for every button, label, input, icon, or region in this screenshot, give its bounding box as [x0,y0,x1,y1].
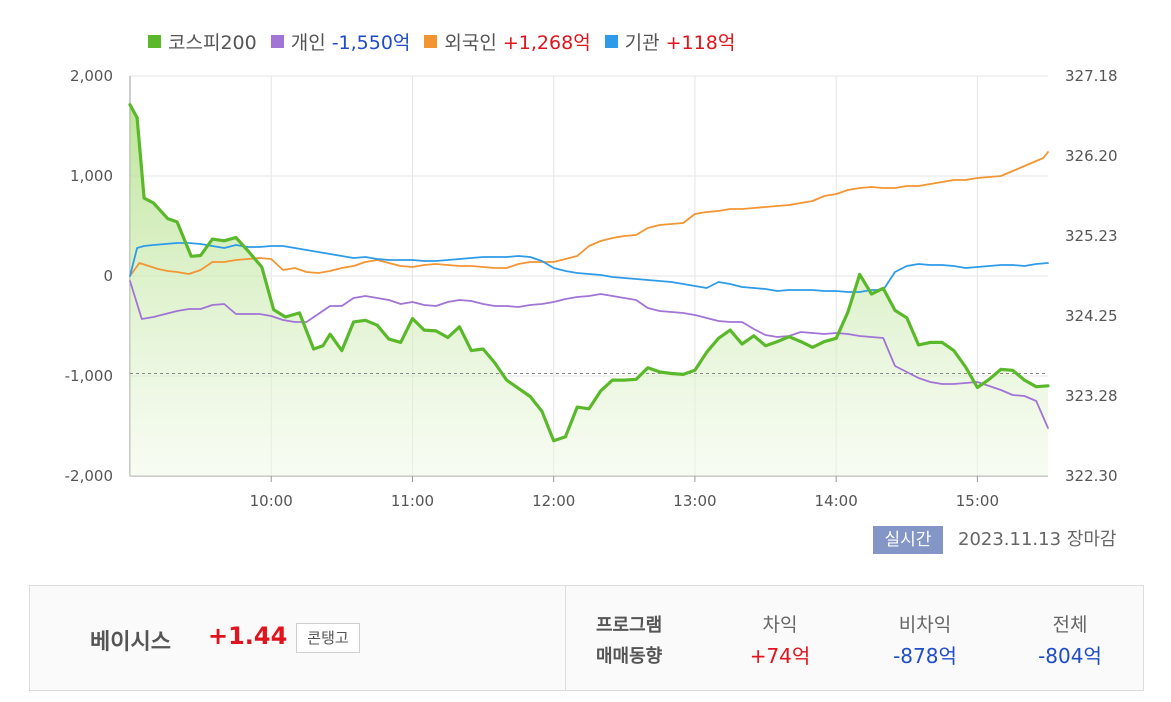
kospi200-area [130,104,1048,476]
legend-value: -1,550억 [331,31,411,54]
stat-value: -804억 [1038,644,1102,668]
legend-item[interactable]: 기관 +118억 [604,28,736,55]
x-tick-label: 13:00 [673,492,716,510]
legend-value: +118억 [665,31,736,54]
panel-divider [565,586,566,690]
x-tick-label: 15:00 [956,492,999,510]
right-tick-label: 323.28 [1065,387,1118,405]
basis-label: 베이시스 [90,630,171,655]
market-state: 장마감 [1066,529,1117,550]
x-tick-label: 14:00 [815,492,858,510]
left-tick-label: -1,000 [65,367,113,385]
right-tick-label: 326.20 [1065,147,1118,165]
legend-swatch [270,34,284,48]
legend-name: 기관 [624,31,660,54]
x-tick-label: 11:00 [391,492,434,510]
summary-panel: 베이시스 +1.44 콘탱고 프로그램 매매동향 차익 +74억 비차익 -87… [29,585,1144,691]
legend-name: 코스피200 [168,31,257,54]
right-tick-label: 324.25 [1065,307,1118,325]
left-tick-label: -2,000 [65,467,113,485]
stat-value: -878억 [893,644,957,668]
legend-swatch [148,34,161,48]
realtime-badge[interactable]: 실시간 [873,526,943,554]
stat-arbitrage: 차익 +74억 [710,610,850,672]
legend-swatch [424,34,438,48]
left-tick-label: 0 [103,267,113,285]
investor-flow-chart: 2,000 1,000 0 -1,000 -2,000 327.18 326.20 325.… [65,67,1118,510]
stat-label: 비차익 [898,614,952,636]
legend-item[interactable]: 외국인 +1,268억 [424,28,591,55]
left-axis: 2,000 1,000 0 -1,000 -2,000 [65,67,113,485]
series-layer [128,103,1050,476]
right-tick-label: 325.23 [1065,227,1118,245]
legend-name: 외국인 [444,31,497,54]
institution-line [129,242,1049,293]
legend-value: +1,268억 [502,31,591,54]
stat-label: 전체 [1052,614,1088,636]
x-tick-label: 10:00 [250,492,293,510]
market-date: 2023.11.13 [958,529,1062,550]
legend-item[interactable]: 코스피200 [148,28,257,55]
individual-line [129,280,1049,429]
left-tick-label: 1,000 [70,167,113,185]
right-tick-label: 327.18 [1065,67,1118,85]
stat-non-arbitrage: 비차익 -878억 [855,610,995,672]
foreign-line [129,151,1049,277]
left-tick-label: 2,000 [70,67,113,85]
program-label-line2: 매매동향 [596,646,663,667]
legend-swatch [604,34,618,48]
program-label-line1: 프로그램 [596,615,663,636]
program-trading-label: 프로그램 매매동향 [596,610,678,672]
basis-value: +1.44 [208,622,288,650]
chart-legend: 코스피200 개인 -1,550억 외국인 +1,268억 기관 +118억 [148,26,749,56]
legend-name: 개인 [290,31,326,54]
legend-item[interactable]: 개인 -1,550억 [270,28,411,55]
right-axis: 327.18 326.20 325.23 324.25 323.28 322.30 [1065,67,1118,485]
kospi200-line [128,103,1050,443]
x-axis: 10:00 11:00 12:00 13:00 14:00 15:00 [250,476,999,510]
market-date-status: 2023.11.13 장마감 [958,526,1116,554]
stat-label: 차익 [762,614,798,636]
contango-tag: 콘탱고 [296,623,360,653]
right-tick-label: 322.30 [1065,467,1118,485]
x-tick-label: 12:00 [532,492,575,510]
stat-value: +74억 [749,644,811,668]
stat-total: 전체 -804억 [1000,610,1140,672]
